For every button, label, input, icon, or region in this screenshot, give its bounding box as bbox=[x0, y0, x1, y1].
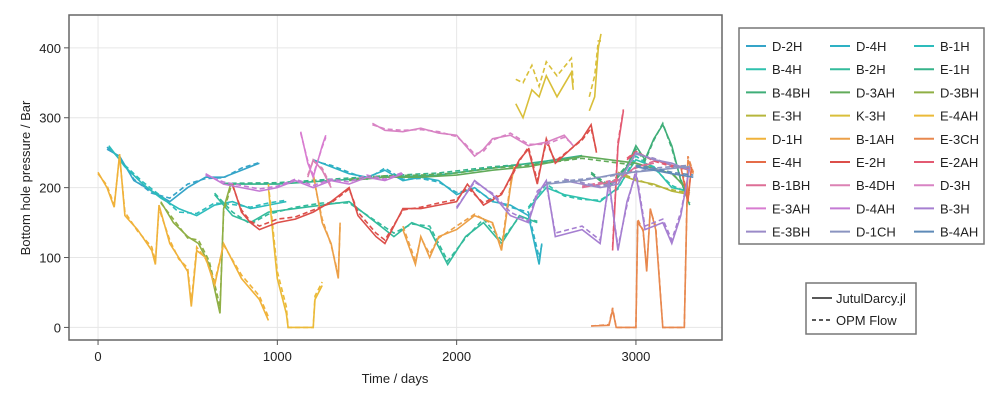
series-e-3h-jutuldarcy bbox=[617, 172, 690, 196]
series-b-1h-opm-flow bbox=[108, 146, 287, 215]
series-d-3bh-jutuldarcy bbox=[160, 183, 232, 314]
series-b-4bh-jutuldarcy bbox=[590, 122, 691, 206]
series-e-4ah-jutuldarcy bbox=[267, 187, 323, 329]
y-axis-label: Bottom hole pressure / Bar bbox=[18, 100, 33, 255]
series-k-3h-jutuldarcy bbox=[515, 33, 602, 120]
legend-label: E-4AH bbox=[940, 109, 978, 124]
series-e-3bh-jutuldarcy bbox=[564, 151, 690, 189]
legend-label: E-4H bbox=[772, 155, 802, 170]
series-b-3h-jutuldarcy bbox=[455, 166, 691, 251]
legend-label: B-4DH bbox=[856, 178, 895, 193]
series-e-3h-opm-flow bbox=[617, 171, 690, 194]
series-e-2h-opm-flow bbox=[231, 126, 598, 242]
series-d-4ah-opm-flow bbox=[205, 171, 404, 190]
series-b-4ah-opm-flow bbox=[635, 164, 694, 176]
legend-label: B-2H bbox=[856, 62, 886, 77]
series-b-4h-jutuldarcy bbox=[527, 158, 690, 210]
legend-label: E-3H bbox=[772, 109, 802, 124]
series-e-2h-jutuldarcy bbox=[231, 122, 598, 245]
axis-ticks: 0 1000 2000 3000 0 100 200 300 400 bbox=[39, 41, 650, 364]
legend-label: E-2AH bbox=[940, 155, 978, 170]
legend-label: D-3AH bbox=[856, 85, 895, 100]
well-legend-box bbox=[738, 27, 985, 245]
series-d-4ah-jutuldarcy bbox=[205, 172, 404, 192]
series-d-3h-jutuldarcy bbox=[372, 122, 574, 158]
series-d-1h-jutuldarcy bbox=[97, 154, 270, 321]
x-tick-label: 1000 bbox=[263, 349, 292, 364]
legend-label: D-2H bbox=[772, 39, 802, 54]
legend-label: E-3AH bbox=[772, 201, 810, 216]
x-tick-label: 2000 bbox=[442, 349, 471, 364]
legend-label: B-1BH bbox=[772, 178, 810, 193]
series-d-4h-jutuldarcy bbox=[312, 158, 543, 265]
series-b-2h-opm-flow bbox=[214, 192, 538, 263]
style-legend-label: OPM Flow bbox=[836, 313, 897, 328]
y-tick-label: 400 bbox=[39, 41, 61, 56]
legend-label: B-3H bbox=[940, 201, 970, 216]
legend-label: D-3BH bbox=[940, 85, 979, 100]
series-e-3ah-jutuldarcy bbox=[299, 131, 327, 180]
x-tick-label: 0 bbox=[94, 349, 101, 364]
series-b-2h-jutuldarcy bbox=[213, 194, 538, 267]
series-e-4h-jutuldarcy bbox=[680, 166, 693, 202]
legend-label: D-4AH bbox=[856, 201, 895, 216]
legend-label: B-1AH bbox=[856, 132, 894, 147]
series-b-1ah-jutuldarcy bbox=[312, 166, 515, 279]
series-lines bbox=[97, 33, 695, 329]
series-b-1h-jutuldarcy bbox=[108, 145, 287, 217]
legend-label: D-3H bbox=[940, 178, 970, 193]
x-tick-label: 3000 bbox=[621, 349, 650, 364]
legend-label: E-3CH bbox=[940, 132, 979, 147]
legend-label: B-4AH bbox=[940, 225, 978, 240]
x-axis-label: Time / days bbox=[362, 371, 429, 386]
legend-label: K-3H bbox=[856, 109, 886, 124]
style-legend: JutulDarcy.jl OPM Flow bbox=[805, 282, 917, 335]
legend-label: E-1H bbox=[940, 62, 970, 77]
style-legend-box bbox=[805, 282, 917, 335]
legend-label: D-1CH bbox=[856, 225, 896, 240]
series-k-3h-opm-flow bbox=[515, 40, 601, 97]
series-b-4ah-jutuldarcy bbox=[635, 165, 694, 178]
legend-label: E-2H bbox=[856, 155, 886, 170]
style-legend-label: JutulDarcy.jl bbox=[836, 291, 906, 306]
y-tick-label: 200 bbox=[39, 181, 61, 196]
series-d-1ch-jutuldarcy bbox=[546, 165, 690, 185]
plot-frame bbox=[68, 14, 723, 341]
y-tick-label: 300 bbox=[39, 111, 61, 126]
y-tick-label: 100 bbox=[39, 251, 61, 266]
well-legend: D-2H D-4H B-1H B-4H B-2H E-1H B-4BH D-3AH D-3BH E… bbox=[738, 27, 985, 245]
series-e-1h-opm-flow bbox=[223, 156, 583, 185]
series-d-1h-opm-flow bbox=[97, 156, 270, 318]
legend-label: B-4H bbox=[772, 62, 802, 77]
legend-label: D-4H bbox=[856, 39, 886, 54]
series-d-2h-jutuldarcy bbox=[106, 148, 260, 203]
legend-label: E-3BH bbox=[772, 225, 810, 240]
series-d-1ch-opm-flow bbox=[546, 164, 690, 184]
y-tick-label: 0 bbox=[54, 320, 61, 335]
series-e-3ch-jutuldarcy bbox=[591, 159, 695, 329]
series-d-3h-opm-flow bbox=[372, 123, 574, 156]
legend-label: B-1H bbox=[940, 39, 970, 54]
legend-label: B-4BH bbox=[772, 85, 810, 100]
legend-label: D-1H bbox=[772, 132, 802, 147]
